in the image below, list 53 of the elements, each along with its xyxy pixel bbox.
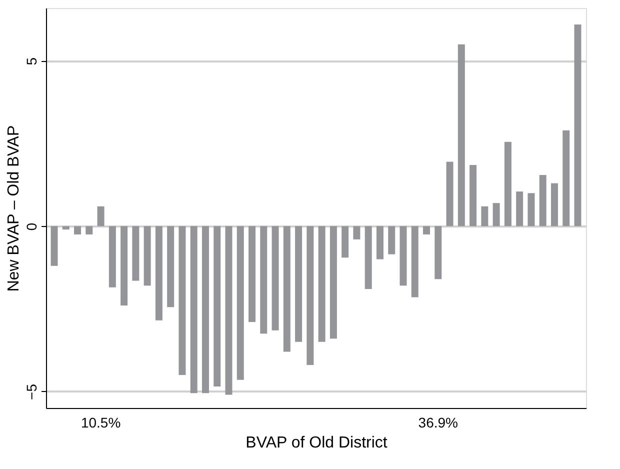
bar — [202, 226, 209, 394]
x-tick-label: 10.5% — [80, 414, 121, 430]
y-tick-label: 0 — [24, 222, 40, 231]
bar — [492, 203, 500, 226]
bar — [481, 206, 488, 226]
bar — [214, 226, 221, 387]
bar — [132, 226, 140, 281]
bar — [458, 44, 465, 226]
bar — [306, 226, 314, 366]
bar — [318, 226, 326, 342]
bar — [283, 226, 290, 352]
bar — [50, 226, 58, 266]
bar — [248, 226, 256, 322]
x-tick-label: 36.9% — [418, 414, 458, 430]
bar — [342, 226, 349, 258]
bar — [364, 226, 372, 289]
y-axis-title: New BVAP – Old BVAP — [6, 125, 22, 292]
bar — [97, 206, 104, 226]
bar — [295, 226, 302, 342]
bar — [504, 142, 512, 226]
bar — [562, 130, 570, 226]
bar — [470, 165, 477, 226]
bar — [550, 183, 558, 226]
bar — [74, 226, 82, 234]
bar — [446, 162, 454, 226]
y-tick-label: 5 — [24, 57, 40, 66]
bar — [434, 226, 442, 280]
bar — [539, 174, 546, 226]
bar — [423, 226, 430, 234]
bar — [400, 226, 407, 286]
bar — [272, 226, 279, 330]
y-tick-label: −5 — [24, 384, 40, 400]
bar — [86, 226, 93, 234]
bar — [225, 226, 232, 395]
bar — [353, 226, 360, 240]
bar — [120, 226, 128, 306]
x-axis-title: BVAP of Old District — [246, 434, 388, 452]
bar — [516, 191, 524, 226]
bar — [155, 226, 162, 320]
bar — [167, 226, 174, 308]
bar — [388, 226, 396, 254]
bar — [108, 226, 116, 288]
bar — [574, 24, 582, 226]
bar — [236, 226, 244, 380]
bar — [376, 226, 384, 260]
bar — [528, 193, 535, 226]
bar — [260, 226, 268, 334]
bar — [190, 226, 198, 394]
bar — [144, 226, 151, 286]
bar — [178, 226, 186, 375]
bar — [62, 226, 70, 230]
bar — [411, 226, 418, 298]
bar — [330, 226, 337, 339]
